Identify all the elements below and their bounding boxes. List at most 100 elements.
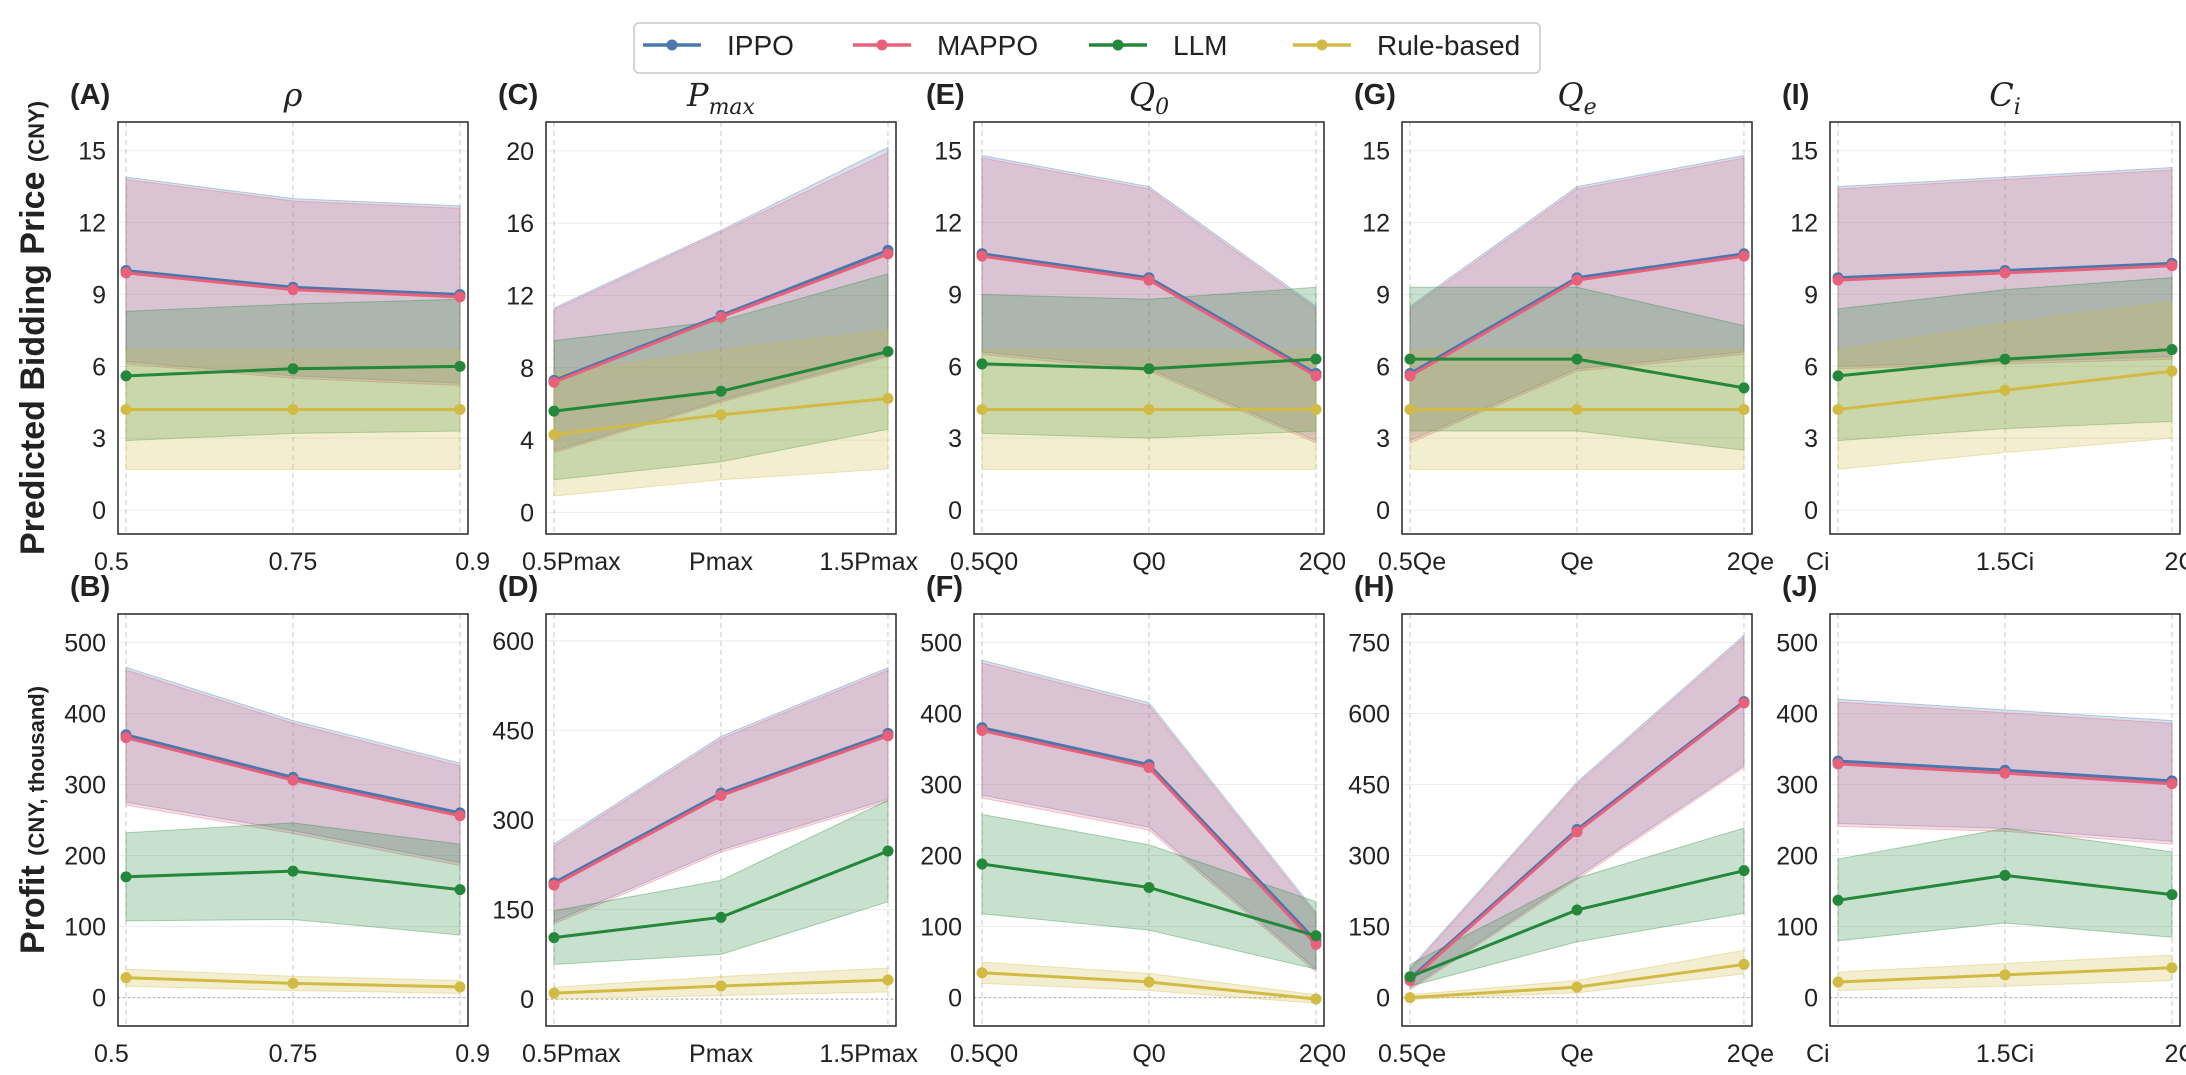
legend: IPPO MAPPO LLM Rule-based [633, 22, 1541, 74]
point-rule-based [1999, 969, 2011, 981]
point-llm [882, 345, 894, 357]
legend-marker [1316, 39, 1328, 51]
y-tick-label: 0 [1804, 497, 1818, 525]
point-llm [1143, 363, 1155, 375]
point-mappo [715, 790, 727, 802]
band-ippo [981, 659, 1317, 971]
panel-label: (A) [70, 79, 110, 111]
y-tick-label: 500 [64, 629, 106, 657]
y-tick-label: 600 [492, 628, 534, 656]
y-tick-label: 6 [1804, 353, 1818, 381]
point-llm [287, 363, 299, 375]
point-llm [1404, 353, 1416, 365]
y-tick-label: 9 [1804, 281, 1818, 309]
point-llm [1832, 894, 1844, 906]
legend-marker [666, 39, 678, 51]
x-tick-label: 0.5Qe [1378, 1040, 1446, 1068]
point-llm [120, 871, 132, 883]
band-mappo [981, 662, 1317, 974]
point-llm [120, 370, 132, 382]
x-tick-label: 1.5Ci [1976, 1040, 2034, 1068]
point-llm [715, 385, 727, 397]
axes-frame [117, 613, 469, 1027]
point-rule-based [1738, 958, 1750, 970]
point-mappo [454, 810, 466, 822]
legend-marker [1112, 39, 1124, 51]
point-llm [1571, 904, 1583, 916]
band-llm [553, 799, 889, 966]
x-tick-label: Pmax [689, 1040, 753, 1068]
band-ippo [125, 176, 461, 384]
panel-b: 0 100 200 300 400 500 0.5 0.75 0.9 (B) [64, 571, 490, 1068]
y-tick-label: 15 [934, 138, 962, 166]
panel-label: (H) [1354, 571, 1394, 603]
point-rule-based [120, 972, 132, 984]
y-tick-label: 300 [920, 771, 962, 799]
y-tick-label: 0 [520, 986, 534, 1014]
row-label-price: Predicted Bidding Price (CNY) [14, 101, 52, 555]
point-rule-based [1404, 992, 1416, 1004]
point-mappo [976, 724, 988, 736]
y-tick-label: 4 [520, 427, 534, 455]
point-llm [287, 865, 299, 877]
point-llm [548, 405, 560, 417]
point-rule-based [976, 403, 988, 415]
x-tick-label: 0.5Pmax [522, 548, 621, 576]
panel-label: (J) [1782, 571, 1817, 603]
x-tick-label: Qe [1560, 1040, 1593, 1068]
point-llm [2166, 889, 2178, 901]
point-mappo [1571, 826, 1583, 838]
legend-item-ippo: IPPO [643, 30, 794, 61]
y-tick-label: 9 [1376, 281, 1390, 309]
panel-title: Qe [1557, 76, 1596, 120]
y-tick-label: 300 [492, 807, 534, 835]
y-tick-label: 0 [1376, 985, 1390, 1013]
y-tick-label: 500 [920, 629, 962, 657]
y-tick-label: 6 [1376, 353, 1390, 381]
axes-frame [973, 613, 1325, 1027]
point-llm [976, 358, 988, 370]
y-tick-label: 0 [1376, 497, 1390, 525]
point-llm [976, 858, 988, 870]
point-rule-based [1571, 403, 1583, 415]
y-tick-label: 100 [1776, 914, 1818, 942]
point-rule-based [1832, 403, 1844, 415]
x-tick-label: Ci [1806, 1040, 1830, 1068]
panel-label: (I) [1782, 79, 1809, 111]
y-tick-label: 0 [948, 985, 962, 1013]
point-mappo [1404, 370, 1416, 382]
point-llm [1999, 353, 2011, 365]
y-tick-label: 0 [948, 497, 962, 525]
axes-frame [117, 121, 469, 535]
legend-label: MAPPO [937, 30, 1038, 61]
band-ippo [981, 154, 1317, 442]
y-tick-label: 3 [92, 425, 106, 453]
panel-label: (B) [70, 571, 110, 603]
y-tick-label: 200 [920, 843, 962, 871]
panel-f: 0 100 200 300 400 500 0.5Q0 Q0 2Q0 (F) [920, 571, 1346, 1068]
point-mappo [1143, 274, 1155, 286]
y-tick-label: 12 [78, 210, 106, 238]
point-mappo [1999, 767, 2011, 779]
panel-h: 0 150 300 450 600 750 0.5Qe Qe 2Qe (H) [1348, 571, 1774, 1068]
point-mappo [1310, 938, 1322, 950]
point-llm [1404, 971, 1416, 983]
x-tick-label: 0.9 [455, 1040, 490, 1068]
point-rule-based [548, 429, 560, 441]
point-llm [1571, 353, 1583, 365]
point-mappo [287, 284, 299, 296]
panel-title: ρ [283, 76, 303, 114]
x-tick-label: 0.5Q0 [950, 548, 1018, 576]
x-tick-label: 0.5 [94, 1040, 129, 1068]
legend-item-llm: LLM [1089, 30, 1227, 61]
axes-frame [1829, 121, 2181, 535]
point-rule-based [1832, 976, 1844, 988]
x-tick-label: 1.5Ci [1976, 548, 2034, 576]
x-tick-label: 0.75 [269, 548, 318, 576]
x-tick-label: 2Ci [2164, 548, 2186, 576]
panel-label: (G) [1354, 79, 1396, 111]
y-tick-label: 150 [1348, 914, 1390, 942]
y-tick-label: 8 [520, 355, 534, 383]
point-mappo [2166, 778, 2178, 790]
